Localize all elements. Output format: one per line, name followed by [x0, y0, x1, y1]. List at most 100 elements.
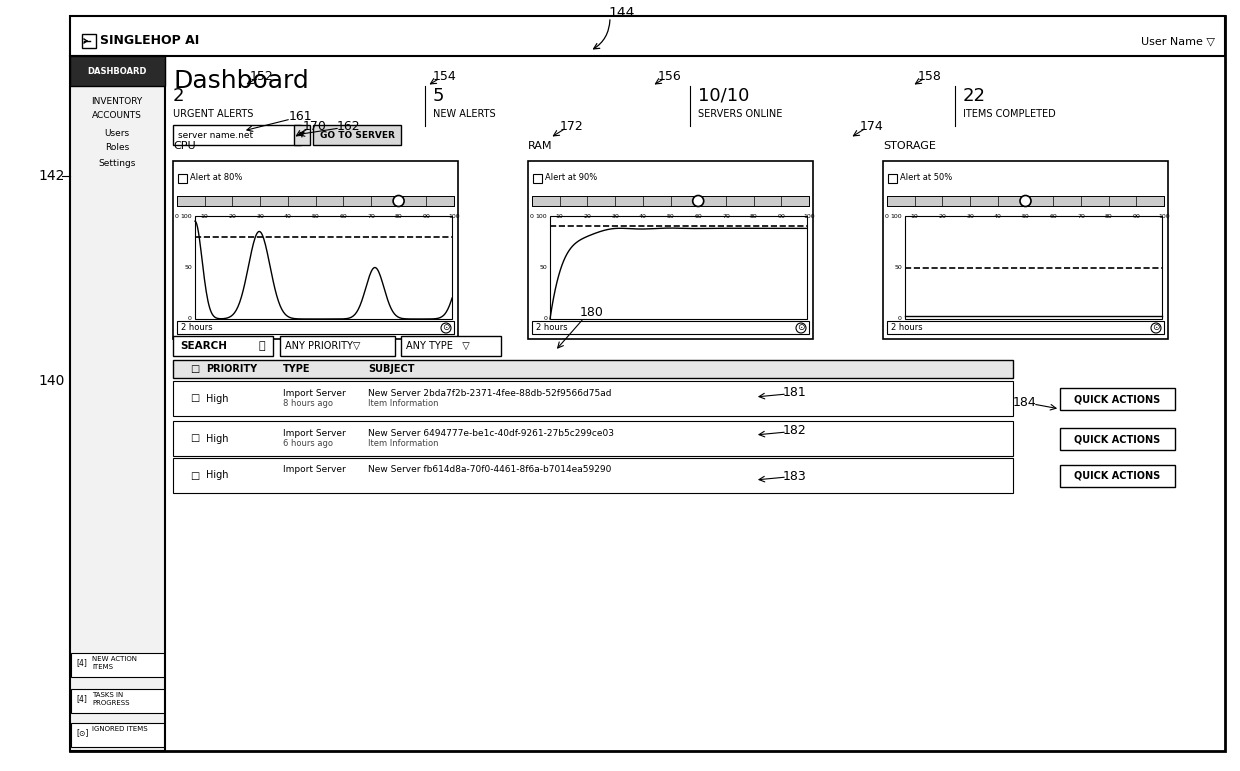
- Text: 40: 40: [284, 214, 291, 218]
- Text: ▼: ▼: [299, 130, 305, 140]
- Text: 100: 100: [180, 214, 192, 218]
- Text: TASKS IN: TASKS IN: [92, 692, 123, 698]
- Bar: [905, 216, 1162, 319]
- Text: [4]: [4]: [76, 695, 87, 703]
- Text: SUBJECT: SUBJECT: [368, 364, 414, 374]
- Text: 40: 40: [994, 214, 1002, 218]
- Bar: [401, 336, 501, 356]
- Bar: [179, 174, 187, 183]
- Text: INVENTORY: INVENTORY: [92, 96, 143, 106]
- Text: QUICK ACTIONS: QUICK ACTIONS: [1074, 434, 1161, 444]
- Bar: [69, 56, 165, 751]
- Bar: [1060, 388, 1176, 410]
- Text: STORAGE: STORAGE: [883, 141, 936, 151]
- Text: 50: 50: [1022, 214, 1029, 218]
- Text: 30: 30: [966, 214, 975, 218]
- Bar: [312, 125, 401, 145]
- Text: Import Server: Import Server: [283, 429, 346, 437]
- Text: ACCOUNTS: ACCOUNTS: [92, 112, 141, 120]
- Text: 161: 161: [288, 109, 311, 123]
- Text: 5: 5: [433, 87, 444, 105]
- Text: server name.net: server name.net: [179, 130, 253, 140]
- Text: 80: 80: [750, 214, 758, 218]
- Text: PRIORITY: PRIORITY: [206, 364, 257, 374]
- Text: 100: 100: [536, 214, 547, 218]
- Bar: [174, 360, 1013, 378]
- Text: 80: 80: [394, 214, 403, 218]
- Text: 184: 184: [1013, 396, 1037, 409]
- Text: IGNORED ITEMS: IGNORED ITEMS: [92, 726, 148, 732]
- Text: 50: 50: [185, 265, 192, 270]
- Text: 156: 156: [658, 69, 682, 82]
- Text: 0: 0: [898, 317, 901, 322]
- Text: SEARCH: SEARCH: [180, 341, 227, 351]
- Bar: [883, 161, 1168, 339]
- Text: 6 hours ago: 6 hours ago: [283, 439, 334, 449]
- Text: 181: 181: [784, 386, 807, 399]
- Text: Alert at 80%: Alert at 80%: [190, 173, 242, 183]
- Text: 70: 70: [367, 214, 374, 218]
- Text: 140: 140: [38, 374, 66, 388]
- Text: 2 hours: 2 hours: [892, 324, 923, 332]
- Text: [⊙]: [⊙]: [76, 729, 88, 738]
- Text: 10: 10: [911, 214, 919, 218]
- Bar: [1060, 428, 1176, 450]
- Text: 2 hours: 2 hours: [536, 324, 568, 332]
- Text: 172: 172: [560, 120, 584, 133]
- Bar: [551, 216, 807, 319]
- Text: 20: 20: [228, 214, 237, 218]
- Text: High: High: [206, 433, 228, 443]
- Text: Item Information: Item Information: [368, 399, 439, 409]
- Text: 60: 60: [340, 214, 347, 218]
- Bar: [533, 174, 542, 183]
- Text: 162: 162: [336, 120, 360, 133]
- Text: RAM: RAM: [528, 141, 553, 151]
- Circle shape: [1151, 323, 1161, 333]
- Text: 70: 70: [722, 214, 730, 218]
- Text: 100: 100: [804, 214, 815, 218]
- Bar: [174, 125, 301, 145]
- Text: 183: 183: [784, 470, 807, 483]
- Text: 30: 30: [257, 214, 264, 218]
- Text: 174: 174: [861, 120, 884, 133]
- Text: 20: 20: [584, 214, 591, 218]
- Text: 2: 2: [174, 87, 185, 105]
- Text: Roles: Roles: [105, 143, 129, 153]
- Text: □: □: [190, 433, 200, 443]
- Text: 10: 10: [556, 214, 563, 218]
- Text: ⊙: ⊙: [797, 324, 805, 332]
- Text: GO TO SERVER: GO TO SERVER: [320, 130, 394, 140]
- Text: ITEMS: ITEMS: [92, 664, 113, 670]
- Text: Users: Users: [104, 129, 129, 137]
- Text: 100: 100: [448, 214, 460, 218]
- Bar: [280, 336, 396, 356]
- Text: ⌕: ⌕: [258, 341, 265, 351]
- Text: NEW ALERTS: NEW ALERTS: [433, 109, 496, 119]
- Circle shape: [693, 196, 704, 207]
- Text: ⊙: ⊙: [443, 324, 450, 332]
- Text: 0: 0: [188, 317, 192, 322]
- Bar: [71, 689, 164, 713]
- Text: 170: 170: [303, 120, 327, 133]
- Text: 90: 90: [423, 214, 430, 218]
- Text: 0: 0: [543, 317, 547, 322]
- Text: □: □: [190, 364, 200, 374]
- Text: ANY PRIORITY▽: ANY PRIORITY▽: [285, 341, 361, 351]
- Text: [4]: [4]: [76, 658, 87, 668]
- Text: 60: 60: [1049, 214, 1056, 218]
- Bar: [69, 16, 1225, 56]
- Text: High: High: [206, 470, 228, 480]
- Bar: [174, 421, 1013, 456]
- Text: New Server fb614d8a-70f0-4461-8f6a-b7014ea59290: New Server fb614d8a-70f0-4461-8f6a-b7014…: [368, 466, 611, 474]
- Bar: [294, 125, 310, 145]
- Text: 8 hours ago: 8 hours ago: [283, 399, 334, 409]
- Text: 142: 142: [38, 169, 66, 183]
- Text: 180: 180: [580, 307, 604, 319]
- Text: 158: 158: [918, 69, 942, 82]
- Text: SINGLEHOP AI: SINGLEHOP AI: [100, 35, 200, 48]
- Text: ITEMS COMPLETED: ITEMS COMPLETED: [963, 109, 1055, 119]
- Text: Settings: Settings: [98, 159, 135, 167]
- Text: 10/10: 10/10: [698, 87, 749, 105]
- Bar: [177, 321, 454, 334]
- Text: Import Server: Import Server: [283, 389, 346, 398]
